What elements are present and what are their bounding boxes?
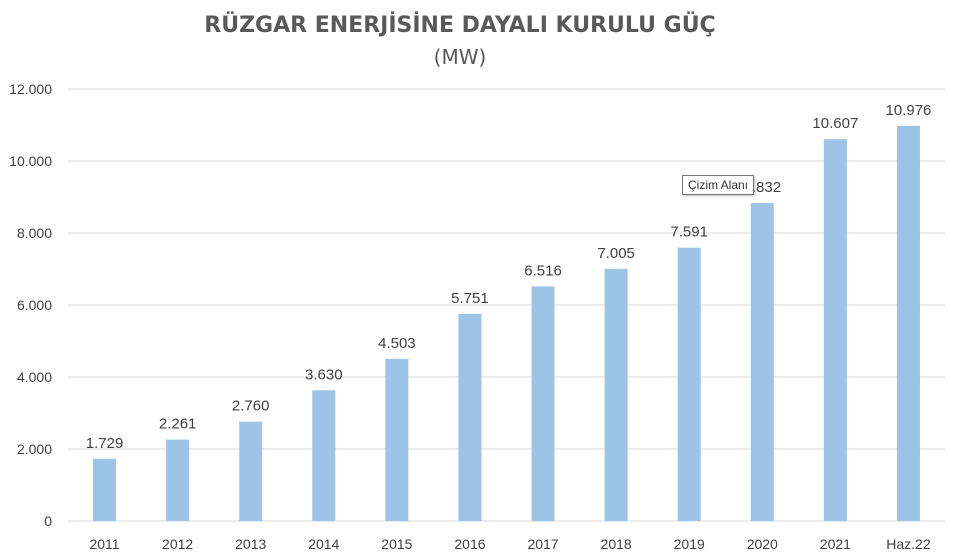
- bar: [312, 390, 336, 521]
- data-labels: 1.729 2.261 2.760 3.630 4.503 5.751 6.516 7.005…: [86, 102, 932, 452]
- bar: [385, 358, 409, 521]
- data-label: 10.976: [886, 102, 932, 119]
- x-tick-label: 2017: [527, 536, 558, 552]
- y-tick-label: 2.000: [17, 441, 52, 457]
- data-label: 4.503: [378, 335, 416, 352]
- bars: [93, 125, 920, 521]
- x-tick-label: Haz.22: [886, 536, 931, 552]
- bar: [166, 439, 190, 521]
- data-label: 2.261: [159, 416, 197, 433]
- x-tick-label: 2021: [820, 536, 851, 552]
- x-tick-label: 2018: [601, 536, 632, 552]
- bar: [677, 247, 701, 521]
- y-tick-label: 10.000: [9, 153, 52, 169]
- x-tick-label: 2014: [308, 536, 339, 552]
- bar: [458, 313, 482, 521]
- data-label: 1.729: [86, 435, 124, 452]
- data-label: 3.630: [305, 366, 343, 383]
- data-label: 5.751: [451, 290, 489, 307]
- bar: [93, 458, 117, 521]
- x-tick-label: 2016: [454, 536, 485, 552]
- y-tick-label: 8.000: [17, 225, 52, 241]
- data-label: 2.760: [232, 398, 270, 415]
- data-label: 6.516: [524, 262, 562, 279]
- y-tick-label: 6.000: [17, 297, 52, 313]
- gridlines: [68, 88, 945, 522]
- bar: [239, 421, 263, 521]
- y-axis: 0 2.000 4.000 6.000 8.000 10.000 12.000: [9, 81, 52, 529]
- y-tick-label: 0: [44, 513, 52, 529]
- x-tick-label: 2020: [747, 536, 778, 552]
- x-axis: 2011 2012 2013 2014 2015 2016 2017 2018 2019 2020…: [89, 536, 930, 552]
- chart-title: RÜZGAR ENERJİSİNE DAYALI KURULU GÜÇ: [204, 12, 715, 38]
- x-tick-label: 2011: [89, 536, 119, 552]
- data-label: 7.005: [597, 245, 635, 262]
- chart-subtitle: (MW): [434, 45, 487, 69]
- bar: [750, 203, 774, 521]
- bar: [896, 125, 920, 521]
- y-tick-label: 12.000: [9, 81, 52, 97]
- y-tick-label: 4.000: [17, 369, 52, 385]
- x-tick-label: 2013: [235, 536, 266, 552]
- data-label: 7.591: [670, 224, 708, 241]
- plot-area-tooltip: Çizim Alanı: [682, 175, 755, 195]
- bar: [823, 139, 847, 521]
- x-tick-label: 2012: [162, 536, 193, 552]
- x-tick-label: 2015: [381, 536, 412, 552]
- bar: [531, 286, 555, 521]
- x-tick-label: 2019: [674, 536, 705, 552]
- bar: [604, 268, 628, 521]
- data-label: 10.607: [812, 115, 858, 132]
